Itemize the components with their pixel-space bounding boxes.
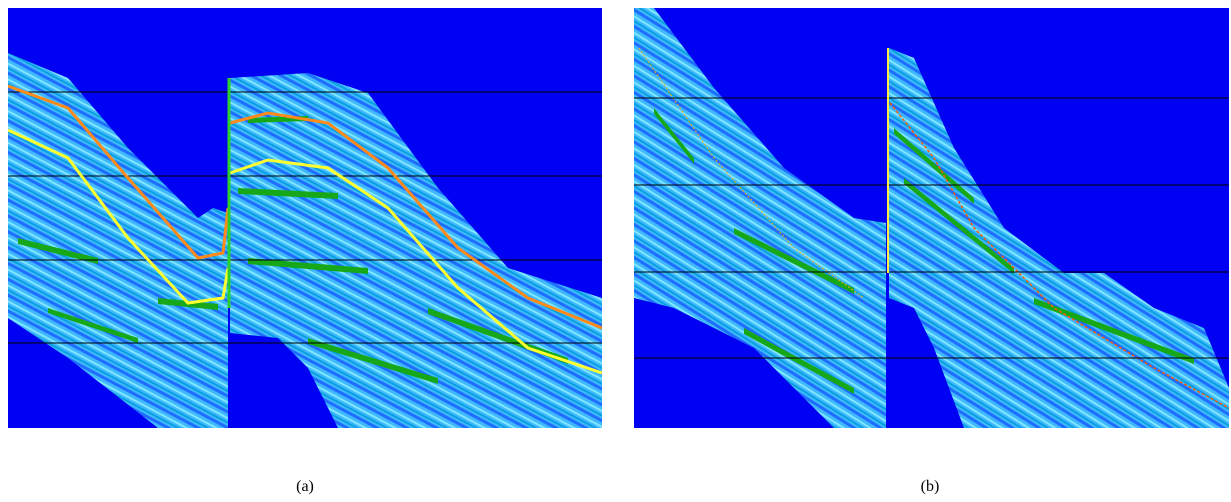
- panel-b-image: [634, 8, 1229, 428]
- caption: (b): [920, 478, 940, 495]
- horizon-trace: [889, 102, 1229, 409]
- horizon-trace: [638, 47, 865, 299]
- seismic-band: [8, 53, 228, 428]
- seismic-band: [889, 48, 1229, 428]
- horizon-lines: [634, 97, 1229, 359]
- green-streaks: [654, 108, 1194, 394]
- caption: (a): [296, 478, 314, 495]
- seismic-band: [634, 8, 886, 428]
- panel-a-image: [8, 8, 602, 428]
- horizon-lines: [8, 91, 602, 344]
- orange-horizon: [8, 84, 602, 330]
- yellow-horizon: [8, 128, 602, 375]
